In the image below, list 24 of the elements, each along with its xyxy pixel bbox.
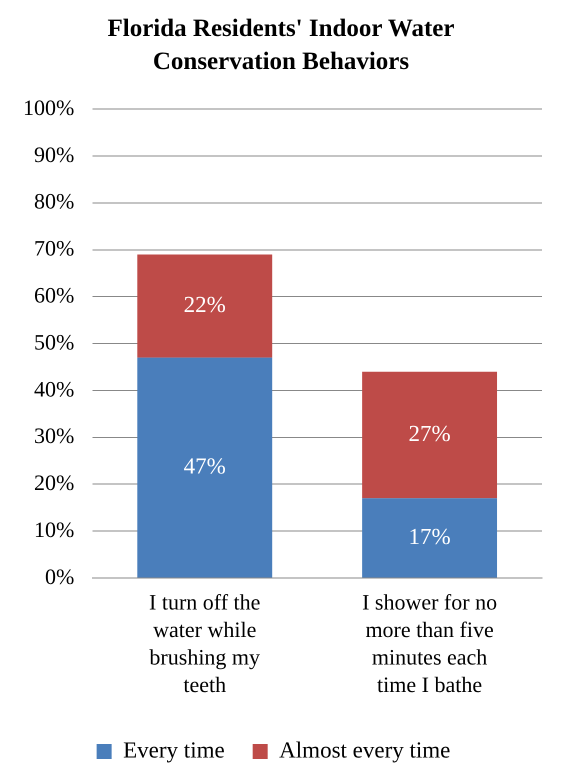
x-tick-label: I shower for no more than five minutes each time I bathe — [362, 590, 498, 698]
y-tick-label: 60% — [34, 282, 74, 308]
data-label: 27% — [408, 421, 451, 446]
data-label: 47% — [184, 454, 226, 479]
y-tick-label: 80% — [34, 188, 74, 214]
bar — [137, 358, 272, 578]
y-tick-label: 30% — [34, 423, 74, 448]
y-tick-label: 100% — [23, 94, 74, 120]
y-tick-label: 90% — [34, 142, 74, 167]
y-tick-label: 10% — [34, 516, 74, 542]
data-label: 17% — [408, 524, 451, 549]
chart-title: Florida Residents' Indoor Water Conservation Behaviors — [106, 14, 456, 77]
bar — [362, 498, 498, 578]
legend-label: Every time — [123, 738, 225, 763]
y-tick-label: 50% — [34, 329, 74, 354]
bar — [362, 372, 498, 498]
data-label: 22% — [184, 292, 226, 318]
y-tick-label: 20% — [34, 470, 74, 496]
legend-label: Almost every time — [279, 738, 450, 763]
y-tick-label: 0% — [45, 564, 74, 589]
y-tick-label: 40% — [34, 376, 74, 402]
y-tick-label: 70% — [34, 236, 74, 261]
x-tick-label: I turn off the water while brushing my teeth — [149, 590, 260, 698]
bar — [137, 254, 272, 358]
